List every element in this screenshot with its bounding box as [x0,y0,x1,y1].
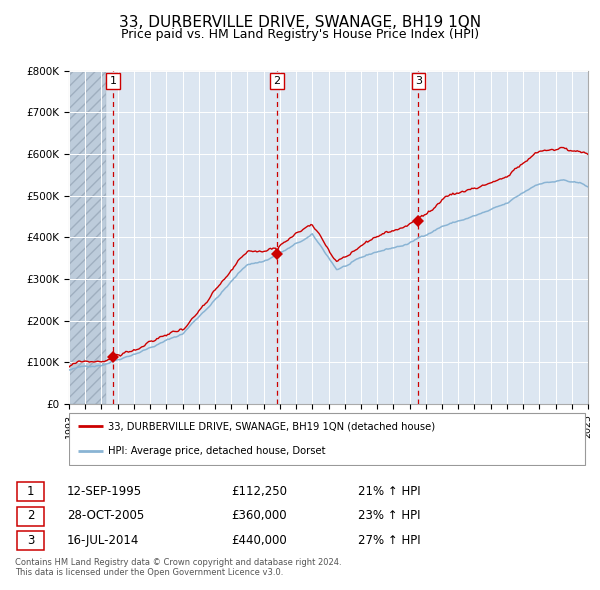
Bar [69,71,106,404]
Text: 16-JUL-2014: 16-JUL-2014 [67,533,139,546]
Text: 33, DURBERVILLE DRIVE, SWANAGE, BH19 1QN (detached house): 33, DURBERVILLE DRIVE, SWANAGE, BH19 1QN… [108,421,435,431]
Text: 3: 3 [27,533,34,546]
FancyBboxPatch shape [17,531,44,550]
Text: HPI: Average price, detached house, Dorset: HPI: Average price, detached house, Dors… [108,447,325,457]
FancyBboxPatch shape [17,483,44,501]
Text: 23% ↑ HPI: 23% ↑ HPI [358,509,420,522]
Text: 33, DURBERVILLE DRIVE, SWANAGE, BH19 1QN: 33, DURBERVILLE DRIVE, SWANAGE, BH19 1QN [119,15,481,30]
Text: 21% ↑ HPI: 21% ↑ HPI [358,485,420,498]
Text: 1: 1 [109,76,116,86]
Text: 2: 2 [26,509,34,522]
Text: 12-SEP-1995: 12-SEP-1995 [67,485,142,498]
Text: 2: 2 [274,76,281,86]
FancyBboxPatch shape [17,507,44,526]
Text: Price paid vs. HM Land Registry's House Price Index (HPI): Price paid vs. HM Land Registry's House … [121,28,479,41]
Text: 28-OCT-2005: 28-OCT-2005 [67,509,144,522]
Text: £112,250: £112,250 [231,485,287,498]
Text: 1: 1 [26,485,34,498]
FancyBboxPatch shape [69,413,586,465]
Text: Contains HM Land Registry data © Crown copyright and database right 2024.
This d: Contains HM Land Registry data © Crown c… [15,558,341,577]
Text: 3: 3 [415,76,422,86]
Text: £440,000: £440,000 [231,533,287,546]
Text: 27% ↑ HPI: 27% ↑ HPI [358,533,420,546]
Text: £360,000: £360,000 [231,509,287,522]
